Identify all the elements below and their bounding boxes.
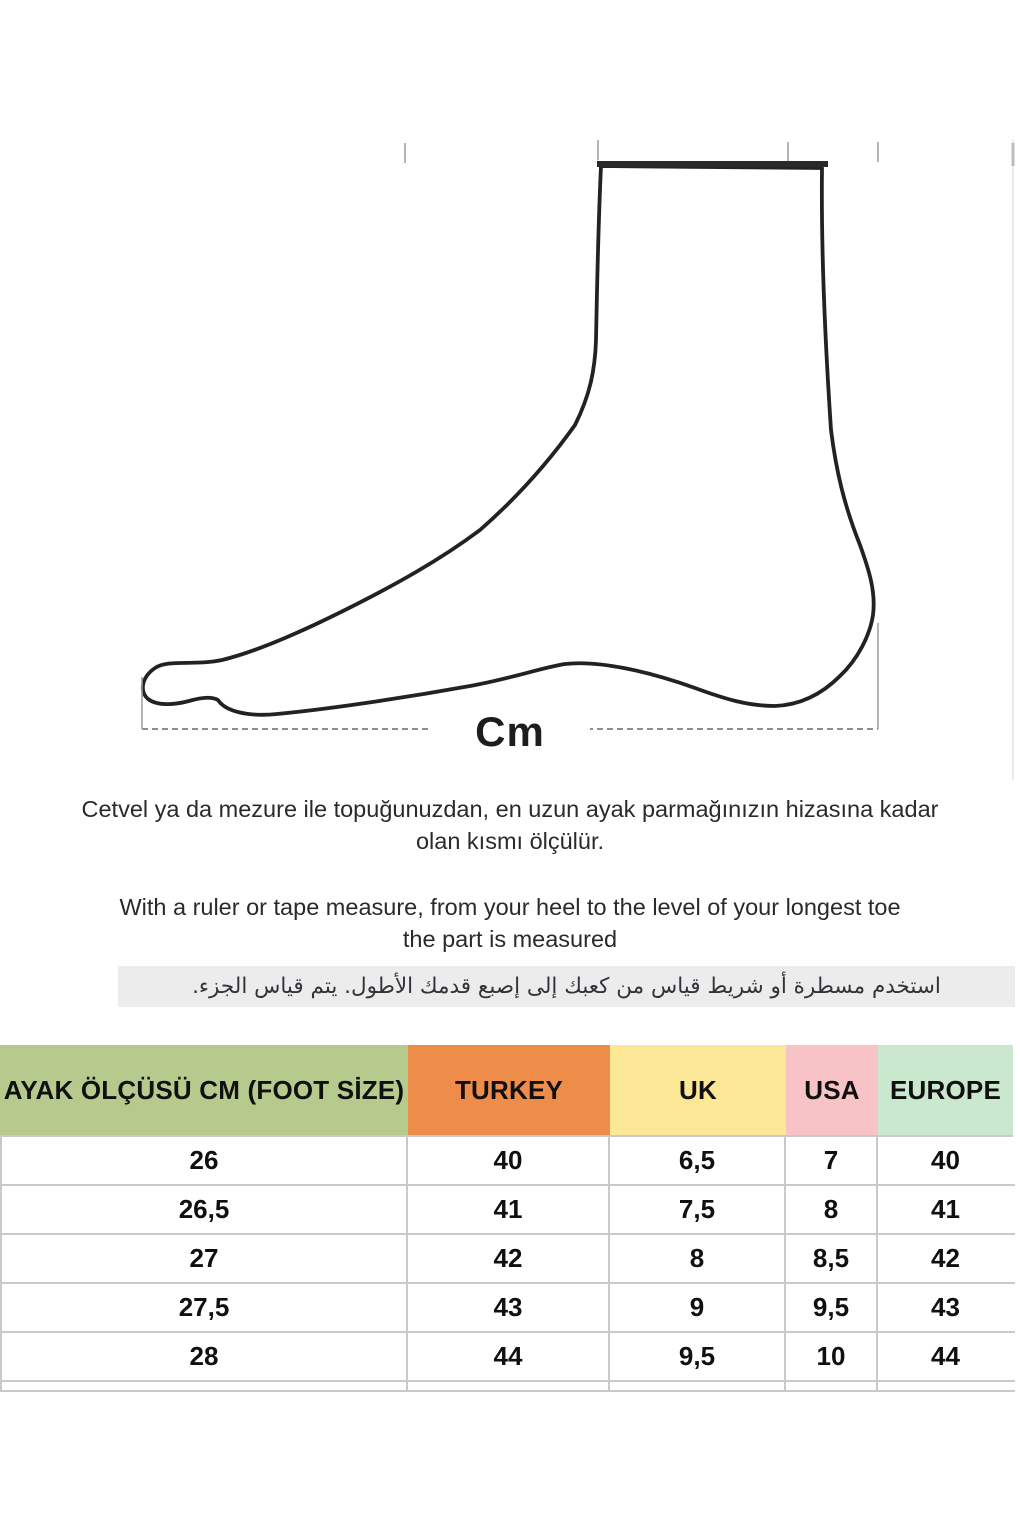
table-cell: 10 [786,1333,878,1380]
table-body: 26 40 6,5 7 40 26,5 41 7,5 8 41 27 42 8 … [0,1135,1015,1392]
table-cell: 44 [408,1333,610,1380]
table-cell: 6,5 [610,1137,786,1184]
instruction-english-line2: the part is measured [402,926,618,952]
table-cell: 42 [878,1235,1013,1282]
table-cell: 27 [2,1235,408,1282]
table-cell: 26 [2,1137,408,1184]
instruction-turkish-line2: olan kısmı ölçülür. [415,828,605,854]
table-cell: 28 [2,1333,408,1380]
table-cell: 26,5 [2,1186,408,1233]
table-cell: 9,5 [786,1284,878,1331]
instruction-arabic: استخدم مسطرة أو شريط قياس من كعبك إلى إص… [118,966,1015,1007]
table-cell [786,1382,878,1390]
column-header-europe: EUROPE [878,1045,1013,1135]
table-cell [408,1382,610,1390]
size-table: AYAK ÖLÇÜSÜ CM (FOOT SİZE) TURKEY UK USA… [0,1045,1015,1392]
table-cell: 44 [878,1333,1013,1380]
table-row: 27 42 8 8,5 42 [2,1235,1015,1284]
table-cell: 42 [408,1235,610,1282]
table-cell: 43 [408,1284,610,1331]
instruction-turkish-line1: Cetvel ya da mezure ile topuğunuzdan, en… [81,796,939,822]
table-header-row: AYAK ÖLÇÜSÜ CM (FOOT SİZE) TURKEY UK USA… [0,1045,1013,1135]
table-row: 27,5 43 9 9,5 43 [2,1284,1015,1333]
column-header-turkey: TURKEY [408,1045,610,1135]
table-cell: 9,5 [610,1333,786,1380]
column-header-foot-size: AYAK ÖLÇÜSÜ CM (FOOT SİZE) [0,1045,408,1135]
table-cell: 40 [408,1137,610,1184]
table-cell: 8,5 [786,1235,878,1282]
table-cell [2,1382,408,1390]
table-cell: 7 [786,1137,878,1184]
instruction-english: With a ruler or tape measure, from your … [60,891,960,955]
table-cell: 40 [878,1137,1013,1184]
column-header-uk: UK [610,1045,786,1135]
table-cell: 8 [610,1235,786,1282]
table-cell: 7,5 [610,1186,786,1233]
instruction-turkish: Cetvel ya da mezure ile topuğunuzdan, en… [60,793,960,857]
table-cell: 27,5 [2,1284,408,1331]
table-row: 26,5 41 7,5 8 41 [2,1186,1015,1235]
foot-outline [140,164,876,717]
table-cell [610,1382,786,1390]
table-row: 26 40 6,5 7 40 [2,1137,1015,1186]
table-row-clipped [2,1382,1015,1392]
cm-label: Cm [430,704,590,760]
table-cell: 43 [878,1284,1013,1331]
table-cell: 8 [786,1186,878,1233]
table-cell: 41 [878,1186,1013,1233]
table-cell: 41 [408,1186,610,1233]
table-cell [878,1382,1013,1390]
instruction-english-line1: With a ruler or tape measure, from your … [119,894,901,920]
table-cell: 9 [610,1284,786,1331]
foot-measurement-diagram [140,140,1015,780]
table-row: 28 44 9,5 10 44 [2,1333,1015,1382]
column-header-usa: USA [786,1045,878,1135]
